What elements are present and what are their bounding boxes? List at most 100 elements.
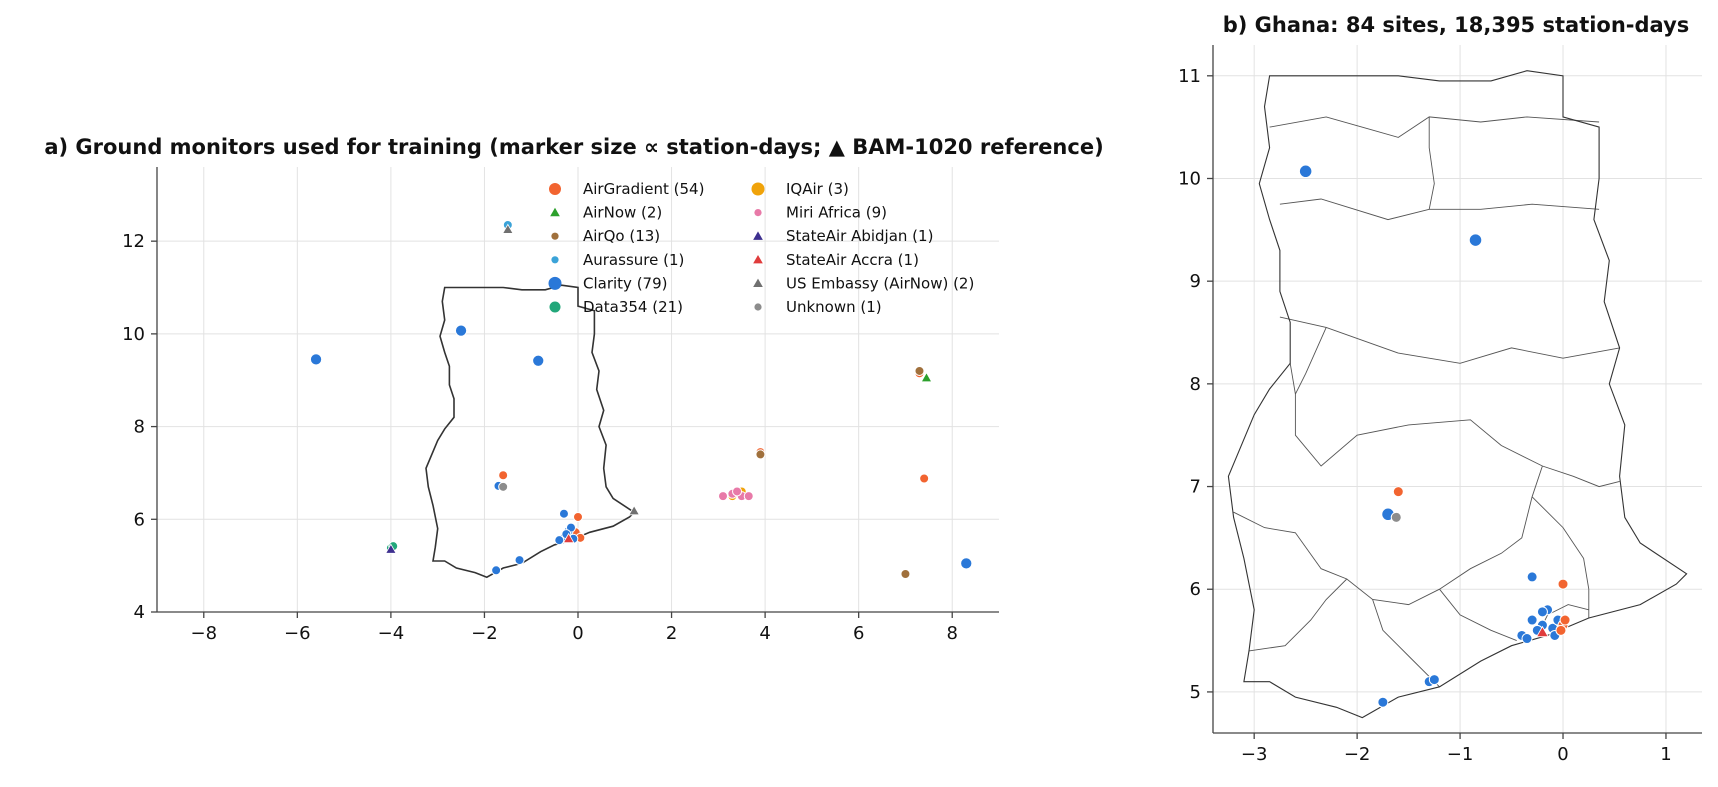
panel-b-region-boundary xyxy=(1294,327,1327,395)
panel-a-point-clarity-79 xyxy=(554,535,565,546)
panel-a-point-airgradient-54 xyxy=(919,473,930,484)
legend-label-airgradient-54: AirGradient (54) xyxy=(583,180,704,198)
panel-a-x-tick-label: 4 xyxy=(759,623,770,644)
panel-a-legend: AirGradient (54) AirNow (2) AirQo (13) Aura… xyxy=(548,180,974,316)
panel-a-x-tick-label: 6 xyxy=(853,623,864,644)
panel-a-point-clarity-79 xyxy=(960,557,973,570)
legend-label-stateair-accra-1: StateAir Accra (1) xyxy=(786,251,919,269)
panel-b-grid xyxy=(1213,45,1702,733)
panel-a-x-tick-label: −4 xyxy=(378,623,405,644)
legend-marker-miri-africa-9 xyxy=(754,209,762,217)
panel-a-axes: −8 −6 −4 −2 0 2 4 6 8 4 6 8 10 12 xyxy=(122,167,999,644)
panel-a-point-clarity-79 xyxy=(514,555,525,566)
panel-a-point-airgradient-54 xyxy=(498,470,509,481)
panel-a-point-stateair-accra-1 xyxy=(562,532,575,544)
panel-a-title: a) Ground monitors used for training (ma… xyxy=(44,135,1103,159)
panel-a-y-tick-label: 6 xyxy=(134,509,145,530)
panel-a-y-tick-label: 12 xyxy=(122,231,145,252)
panel-b-y-tick-label: 10 xyxy=(1178,168,1201,189)
panel-b-point-clarity xyxy=(1521,633,1533,645)
panel-a-point-airqo-13 xyxy=(755,449,766,460)
panel-a-x-tick-label: −8 xyxy=(191,623,218,644)
panel-b-y-tick-label: 9 xyxy=(1190,271,1201,292)
panel-a-point-miri-africa-9 xyxy=(718,491,729,502)
panel-a-point-clarity-79 xyxy=(454,324,468,337)
panel-b-map: b) Ghana: 84 sites, 18,395 station-days … xyxy=(1178,13,1702,765)
panel-a-x-tick-label: 0 xyxy=(572,623,583,644)
panel-a-point-stateair-abidjan-1 xyxy=(385,543,397,554)
panel-a-point-us-embassy-airnow-2 xyxy=(501,223,514,234)
panel-a-y-tick-label: 4 xyxy=(134,602,145,623)
panel-a-x-tick-label: 8 xyxy=(946,623,957,644)
legend-label-iqair-3: IQAir (3) xyxy=(786,180,849,198)
panel-b-region-boundaries xyxy=(1233,116,1620,688)
panel-a-point-miri-africa-9 xyxy=(743,491,754,502)
panel-b-x-tick-label: −2 xyxy=(1344,744,1371,765)
panel-a-points xyxy=(309,219,973,579)
panel-b-point-airgradient xyxy=(1557,578,1569,590)
panel-b-region-boundary xyxy=(1289,363,1620,488)
panel-b-point-clarity xyxy=(1526,571,1538,583)
panel-b-y-tick-label: 11 xyxy=(1178,66,1201,87)
panel-b-y-tick-label: 5 xyxy=(1190,682,1201,703)
panel-b-region-boundary xyxy=(1531,496,1590,618)
panel-b-y-tick-label: 8 xyxy=(1190,374,1201,395)
legend-label-airqo-13: AirQo (13) xyxy=(583,227,660,245)
panel-a-point-clarity-79 xyxy=(558,508,569,519)
legend-marker-unknown-1 xyxy=(754,303,762,311)
panel-b-region-boundary xyxy=(1372,599,1440,688)
panel-a-point-miri-africa-9 xyxy=(732,486,743,497)
panel-b-point-airgradient xyxy=(1559,614,1571,626)
panel-a-point-clarity-79 xyxy=(309,353,323,366)
panel-b-x-tick-label: 0 xyxy=(1557,744,1568,765)
panel-b-title: b) Ghana: 84 sites, 18,395 station-days xyxy=(1223,13,1690,37)
legend-marker-data354-21 xyxy=(549,301,561,313)
panel-a-point-airqo-13 xyxy=(900,568,911,579)
panel-b-region-boundary xyxy=(1269,116,1600,138)
panel-a-x-tick-label: 2 xyxy=(666,623,677,644)
panel-a-point-us-embassy-airnow-2 xyxy=(628,504,640,516)
panel-b-region-boundary xyxy=(1279,316,1620,364)
panel-b-region-boundary xyxy=(1428,116,1435,210)
panel-a-x-tick-label: −6 xyxy=(284,623,311,644)
panel-a-point-clarity-79 xyxy=(491,565,502,576)
panel-a-point-airqo-13 xyxy=(914,365,925,376)
panel-a-point-unknown-1 xyxy=(498,481,509,492)
panel-b-point-clarity xyxy=(1536,606,1548,618)
legend-marker-airqo-13 xyxy=(551,232,559,240)
panel-b-points xyxy=(1298,164,1571,708)
legend-label-miri-africa-9: Miri Africa (9) xyxy=(786,204,887,222)
panel-b-y-tick-label: 6 xyxy=(1190,579,1201,600)
legend-label-us-embassy-airnow-2: US Embassy (AirNow) (2) xyxy=(786,274,974,292)
legend-marker-us-embassy-airnow-2 xyxy=(753,278,763,288)
legend-label-data354-21: Data354 (21) xyxy=(583,298,683,316)
panel-b-point-airgradient xyxy=(1555,624,1567,636)
panel-a-x-tick-label: −2 xyxy=(471,623,498,644)
panel-b-point-clarity xyxy=(1428,674,1440,686)
legend-marker-clarity-79 xyxy=(548,276,562,290)
legend-label-stateair-abidjan-1: StateAir Abidjan (1) xyxy=(786,227,933,245)
legend-marker-airgradient-54 xyxy=(549,183,561,195)
panel-b-point-clarity xyxy=(1377,696,1389,708)
panel-b-region-boundary xyxy=(1233,465,1543,606)
panel-a-point-airgradient-54 xyxy=(573,511,583,522)
panel-b-x-tick-label: −3 xyxy=(1241,744,1268,765)
panel-b-region-boundary xyxy=(1439,588,1517,642)
legend-label-aurassure-1: Aurassure (1) xyxy=(583,251,684,269)
legend-marker-airnow-2 xyxy=(550,207,560,217)
panel-b-y-tick-label: 7 xyxy=(1190,477,1201,498)
panel-b-point-airgradient xyxy=(1392,486,1404,498)
legend-marker-iqair-3 xyxy=(751,182,765,196)
panel-b-region-boundary xyxy=(1279,198,1600,221)
panel-b-region-boundary xyxy=(1248,578,1348,652)
legend-label-clarity-79: Clarity (79) xyxy=(583,274,668,292)
panel-b-point-stateair-accra xyxy=(1535,625,1549,638)
panel-a-map: a) Ground monitors used for training (ma… xyxy=(44,135,1103,644)
panel-a-y-tick-label: 10 xyxy=(122,324,145,345)
panel-b-ghana-border xyxy=(1227,70,1688,719)
panel-a-point-airnow-2 xyxy=(920,371,933,383)
panel-b-x-tick-label: −1 xyxy=(1447,744,1474,765)
panel-b-point-clarity xyxy=(1298,164,1313,179)
panel-b-x-tick-label: 1 xyxy=(1660,744,1671,765)
